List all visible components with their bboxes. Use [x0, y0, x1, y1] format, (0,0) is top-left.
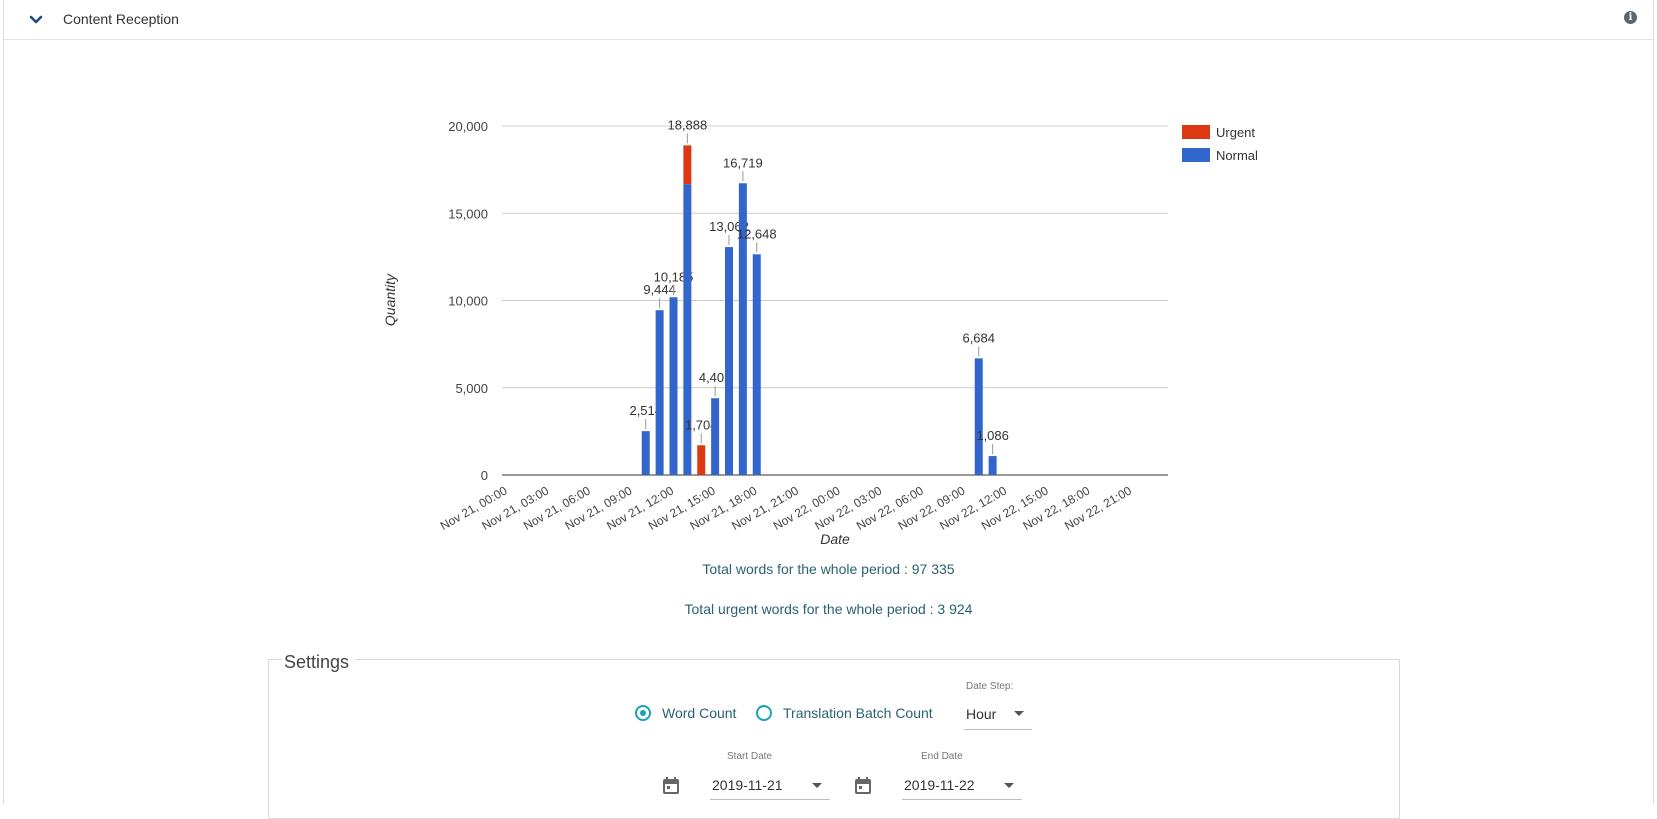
- bar-normal: [669, 297, 678, 475]
- data-label: 9,444: [643, 282, 676, 297]
- total-urgent-words-text: Total urgent words for the whole period …: [684, 601, 973, 617]
- bar-normal: [711, 398, 720, 475]
- start-date-select[interactable]: 2019-11-21: [710, 774, 830, 800]
- panel-header: Content Reception i: [4, 0, 1653, 40]
- caret-down-icon: [1004, 783, 1014, 788]
- settings-title: Settings: [282, 652, 356, 673]
- bar-normal: [655, 310, 664, 475]
- bar-normal: [752, 254, 761, 475]
- chevron-down-icon: [29, 15, 43, 24]
- date-step-label: Date Step:: [966, 681, 1014, 692]
- y-axis-title: Quantity: [382, 273, 398, 326]
- caret-down-icon: [812, 783, 822, 788]
- bar-normal: [683, 184, 692, 475]
- data-label: 18,888: [667, 117, 707, 132]
- collapse-button[interactable]: [26, 10, 46, 30]
- end-date-label: End Date: [921, 751, 963, 762]
- bar-normal: [988, 456, 997, 475]
- data-label: 12,648: [737, 226, 777, 241]
- bar-normal: [641, 431, 650, 475]
- radio-unchecked-icon: [756, 705, 772, 721]
- caret-down-icon: [1014, 711, 1024, 716]
- total-words-text: Total words for the whole period : 97 33…: [702, 561, 955, 577]
- calendar-icon[interactable]: [853, 776, 873, 796]
- word-count-label: Word Count: [662, 705, 737, 721]
- start-date-value: 2019-11-21: [712, 777, 783, 793]
- y-tick-label: 5,000: [455, 381, 488, 396]
- word-count-radio[interactable]: Word Count: [635, 705, 736, 721]
- y-tick-label: 0: [481, 468, 488, 483]
- date-step-select[interactable]: Hour: [964, 704, 1032, 730]
- translation-batch-count-label: Translation Batch Count: [783, 705, 933, 721]
- data-label: 6,684: [962, 330, 995, 345]
- start-date-label: Start Date: [727, 751, 773, 762]
- end-date-value: 2019-11-22: [904, 777, 975, 793]
- panel-title: Content Reception: [63, 11, 179, 27]
- legend-label: Normal: [1216, 148, 1258, 163]
- date-step-value: Hour: [966, 706, 997, 722]
- data-label: 1,704: [685, 417, 718, 432]
- end-date-select[interactable]: 2019-11-22: [902, 774, 1022, 800]
- legend-swatch: [1182, 125, 1210, 139]
- bar-urgent: [683, 145, 692, 185]
- legend-swatch: [1182, 148, 1210, 162]
- y-tick-label: 10,000: [448, 294, 488, 309]
- bar-urgent: [697, 445, 706, 475]
- radio-checked-icon: [635, 705, 651, 721]
- calendar-icon[interactable]: [661, 776, 681, 796]
- bar-normal: [725, 247, 733, 475]
- x-axis-title: Date: [820, 531, 850, 547]
- panel-frame: [3, 0, 1654, 804]
- legend-label: Urgent: [1216, 125, 1255, 140]
- y-tick-label: 20,000: [448, 119, 488, 134]
- y-tick-label: 15,000: [448, 206, 488, 221]
- info-icon[interactable]: i: [1624, 11, 1637, 24]
- data-label: 4,401: [699, 370, 732, 385]
- settings-fieldset: [268, 659, 1400, 819]
- data-label: 2,514: [629, 403, 662, 418]
- bar-normal: [738, 183, 747, 475]
- bar-normal: [974, 358, 983, 475]
- data-label: 16,719: [723, 155, 763, 170]
- translation-batch-count-radio[interactable]: Translation Batch Count: [756, 705, 933, 721]
- data-label: 1,086: [976, 428, 1009, 443]
